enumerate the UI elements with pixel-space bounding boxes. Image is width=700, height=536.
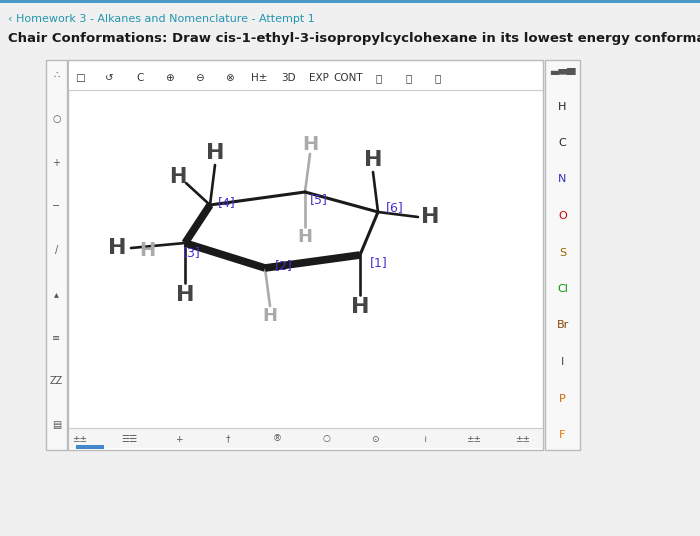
Bar [0,0,700,3]
Text: ▤: ▤ [52,420,61,430]
Bar [69,428,542,448]
Text: EXP: EXP [309,73,328,83]
Text: H: H [298,228,312,246]
Text: ‹ Homework 3 - Alkanes and Nomenclature - Attempt 1: ‹ Homework 3 - Alkanes and Nomenclature … [8,14,315,24]
Text: +: + [175,435,182,443]
Text: ≀: ≀ [423,435,426,443]
Text: C: C [136,73,144,83]
Text: 3D: 3D [281,73,296,83]
Text: H: H [351,297,370,317]
Text: H: H [364,150,382,170]
Text: ±±: ±± [515,435,531,443]
Text: H: H [262,307,277,325]
Text: H±: H± [251,73,267,83]
Bar [545,60,580,450]
Text: ZZ: ZZ [50,376,63,386]
Text: CONT: CONT [334,73,363,83]
Text: ☰☰: ☰☰ [121,435,137,443]
Text: ○: ○ [52,114,61,124]
Text: ⊙: ⊙ [372,435,379,443]
Text: ®: ® [272,435,281,443]
Text: [6]: [6] [386,202,404,214]
Text: Br: Br [556,321,568,331]
Text: H: H [108,238,126,258]
Text: [1]: [1] [370,257,388,270]
Text: −: − [52,201,61,211]
Text: H: H [206,143,224,163]
Text: [5]: [5] [310,193,328,206]
Text: ❓: ❓ [405,73,412,83]
Bar [69,62,542,90]
Text: ⓘ: ⓘ [375,73,382,83]
Text: ⊕: ⊕ [165,73,174,83]
Text: /: / [55,245,58,255]
Text: ⊖: ⊖ [195,73,204,83]
Text: ±±: ±± [466,435,482,443]
Text: [4]: [4] [218,197,236,210]
Text: H: H [139,242,155,260]
Text: P: P [559,393,566,404]
Text: +: + [52,158,60,167]
Bar [68,60,543,450]
Text: ⤢: ⤢ [435,73,441,83]
Text: [3]: [3] [183,247,201,259]
Text: ↺: ↺ [106,73,114,83]
Text: □: □ [75,73,85,83]
Text: H: H [421,207,440,227]
Text: ▴: ▴ [54,289,59,299]
Text: H: H [169,167,187,187]
Text: O: O [558,211,567,221]
Text: N: N [559,175,567,184]
Text: H: H [176,285,195,305]
Text: Cl: Cl [557,284,568,294]
Bar [76,445,104,449]
Text: Chair Conformations: Draw cis-1-ethyl-3-isopropylcyclohexane in its lowest energ: Chair Conformations: Draw cis-1-ethyl-3-… [8,32,700,45]
Text: I: I [561,357,564,367]
Text: ±±: ±± [73,435,88,443]
Text: H: H [302,135,318,153]
Text: F: F [559,430,566,440]
Text: ≡: ≡ [52,332,61,343]
Text: †: † [225,435,230,443]
Text: [2]: [2] [275,259,293,272]
Text: C: C [559,138,566,148]
Text: S: S [559,248,566,257]
Text: ▃▄▅: ▃▄▅ [550,65,575,75]
Text: ○: ○ [322,435,330,443]
Text: ⊗: ⊗ [225,73,234,83]
Text: ∴: ∴ [53,70,60,80]
Bar [46,60,67,450]
Text: H: H [559,101,567,111]
